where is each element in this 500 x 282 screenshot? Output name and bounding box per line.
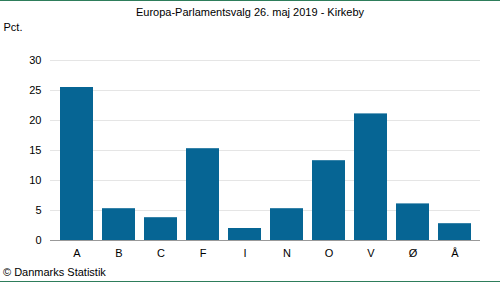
svg-text:A: A	[73, 247, 81, 259]
html-text:© Danmarks Statistik: © Danmarks Statistik	[3, 266, 106, 278]
html-text:Europa-Parlamentsvalg 26. maj: Europa-Parlamentsvalg 26. maj 2019 - Kir…	[136, 6, 364, 18]
svg-text:Pct.: Pct.	[4, 21, 23, 33]
svg-text:B: B	[115, 247, 122, 259]
svg-text:30: 30	[29, 54, 41, 66]
svg-text:5: 5	[35, 204, 41, 216]
svg-text:C: C	[157, 247, 165, 259]
svg-text:Ø: Ø	[409, 247, 418, 259]
svg-text:15: 15	[29, 144, 41, 156]
svg-text:10: 10	[29, 174, 41, 186]
svg-text:Å: Å	[451, 247, 459, 259]
svg-text:N: N	[283, 247, 291, 259]
svg-text:25: 25	[29, 84, 41, 96]
svg-text:0: 0	[35, 234, 41, 246]
svg-text:O: O	[325, 247, 334, 259]
svg-text:F: F	[200, 247, 207, 259]
svg-text:I: I	[243, 247, 246, 259]
svg-text:20: 20	[29, 114, 41, 126]
svg-text:V: V	[367, 247, 375, 259]
